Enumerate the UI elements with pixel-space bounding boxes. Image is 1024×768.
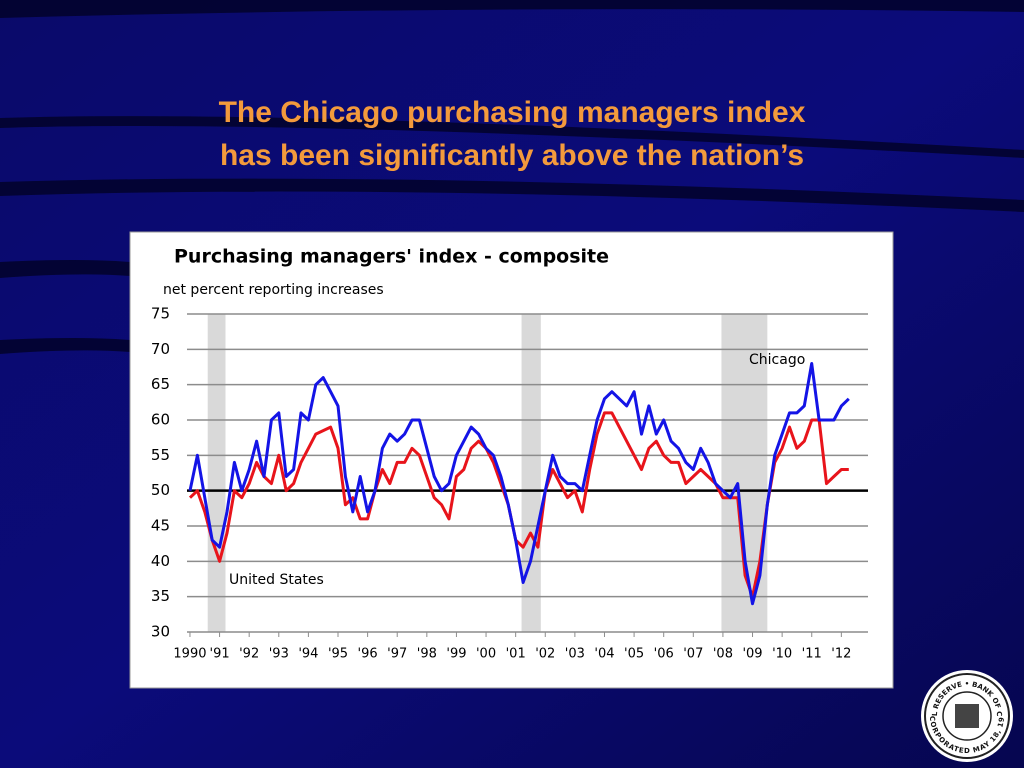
series-label: United States <box>229 572 324 588</box>
seal-emblem <box>955 704 979 728</box>
x-tick-label: '97 <box>387 647 407 662</box>
x-tick-label: '04 <box>594 647 614 662</box>
x-tick-label: '00 <box>476 647 496 662</box>
x-tick-label: '08 <box>713 647 733 662</box>
slide-title: The Chicago purchasing managers index <box>219 96 806 129</box>
y-tick-label: 35 <box>151 587 170 605</box>
x-tick-label: '06 <box>654 647 674 662</box>
x-tick-label: '12 <box>831 647 851 662</box>
y-tick-label: 30 <box>151 623 170 641</box>
y-tick-label: 60 <box>151 411 170 429</box>
series-line <box>188 362 850 606</box>
y-tick-label: 70 <box>151 340 170 358</box>
chart-panel <box>129 231 894 689</box>
y-tick-label: 65 <box>151 375 170 393</box>
series-label: Chicago <box>749 352 805 368</box>
y-tick-label: 40 <box>151 552 170 570</box>
seal-inner <box>942 691 992 741</box>
background-stripes <box>0 0 1024 354</box>
x-tick-label: 1990 <box>173 647 206 662</box>
x-tick-label: '92 <box>239 647 259 662</box>
chart-title: Purchasing managers' index - composite <box>174 246 609 268</box>
y-tick-label: 50 <box>151 481 170 499</box>
x-tick-label: '94 <box>298 647 318 662</box>
recession-band <box>207 314 226 632</box>
x-tick-label: '93 <box>269 647 289 662</box>
slide-title: has been significantly above the nation’… <box>220 139 804 172</box>
x-tick-label: '05 <box>624 647 644 662</box>
x-tick-label: '11 <box>802 647 822 662</box>
x-tick-label: '07 <box>683 647 703 662</box>
x-tick-label: '09 <box>742 647 762 662</box>
x-tick-label: '99 <box>446 647 466 662</box>
x-tick-label: '01 <box>506 647 526 662</box>
seal-ring <box>924 673 1010 759</box>
y-tick-label: 75 <box>151 305 170 323</box>
x-tick-label: '95 <box>328 647 348 662</box>
x-tick-label: '98 <box>417 647 437 662</box>
plot: 30 35 40 45 50 55 60 65 70 75 1990 '91 '92 '93 '94 '95 '… <box>151 305 868 662</box>
x-tick-label: '91 <box>210 647 230 662</box>
y-tick-label: 45 <box>151 517 170 535</box>
x-tick-label: '02 <box>535 647 555 662</box>
recession-band <box>521 314 541 632</box>
x-tick-label: '96 <box>358 647 378 662</box>
y-tick-label: 55 <box>151 446 170 464</box>
x-tick-label: '10 <box>772 647 792 662</box>
x-tick-label: '03 <box>565 647 585 662</box>
y-axis-label: net percent reporting increases <box>163 282 384 298</box>
